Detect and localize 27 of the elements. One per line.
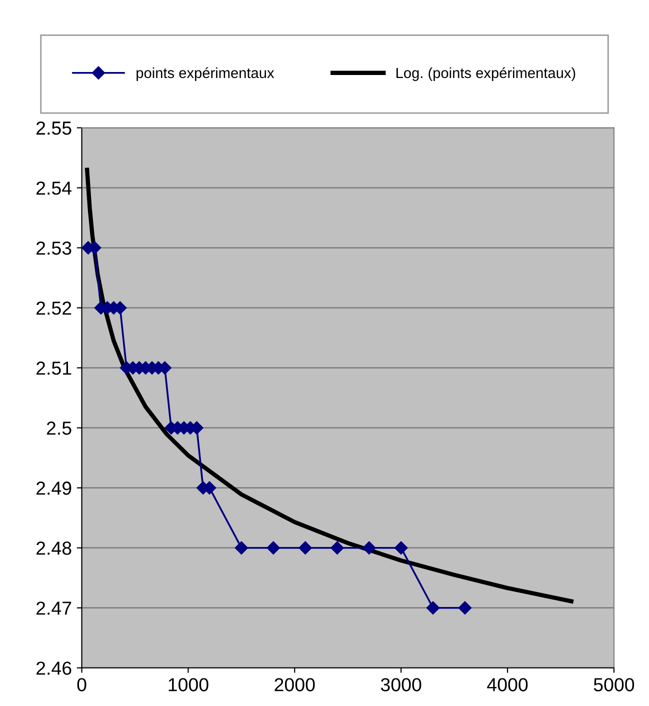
line-series (85, 168, 574, 604)
point (234, 541, 248, 554)
y-tick-label: 2.54 (36, 181, 72, 195)
point (298, 541, 312, 554)
point (362, 541, 376, 554)
y-tick-label: 2.47 (36, 602, 72, 615)
y-tick-label: 2.51 (36, 362, 72, 375)
x-tick-label: 3000 (380, 678, 422, 692)
point (266, 541, 280, 554)
x-tick-label: 1000 (168, 678, 208, 692)
y-tick-label: 2.49 (36, 482, 72, 495)
point (458, 601, 472, 614)
legend-label: points expérimentaux (136, 67, 274, 82)
y-tick-label: 2.46 (36, 662, 72, 675)
point (426, 601, 440, 614)
y-tick-label: 2.48 (36, 542, 72, 555)
y-tick-label: 2.5 (46, 422, 72, 435)
point (394, 541, 408, 554)
point (330, 541, 344, 554)
x-tick-label: 2000 (274, 678, 315, 692)
x-tick-label: 5000 (594, 678, 634, 692)
y-tick-label: 2.52 (36, 302, 72, 315)
x-tick-label: 0 (77, 678, 86, 692)
x-tick-label: 4000 (487, 678, 528, 692)
y-tick-label: 2.55 (36, 121, 72, 135)
y-tick-label: 2.53 (36, 242, 72, 255)
legend-label: Log. (points expérimentaux) (396, 67, 576, 82)
